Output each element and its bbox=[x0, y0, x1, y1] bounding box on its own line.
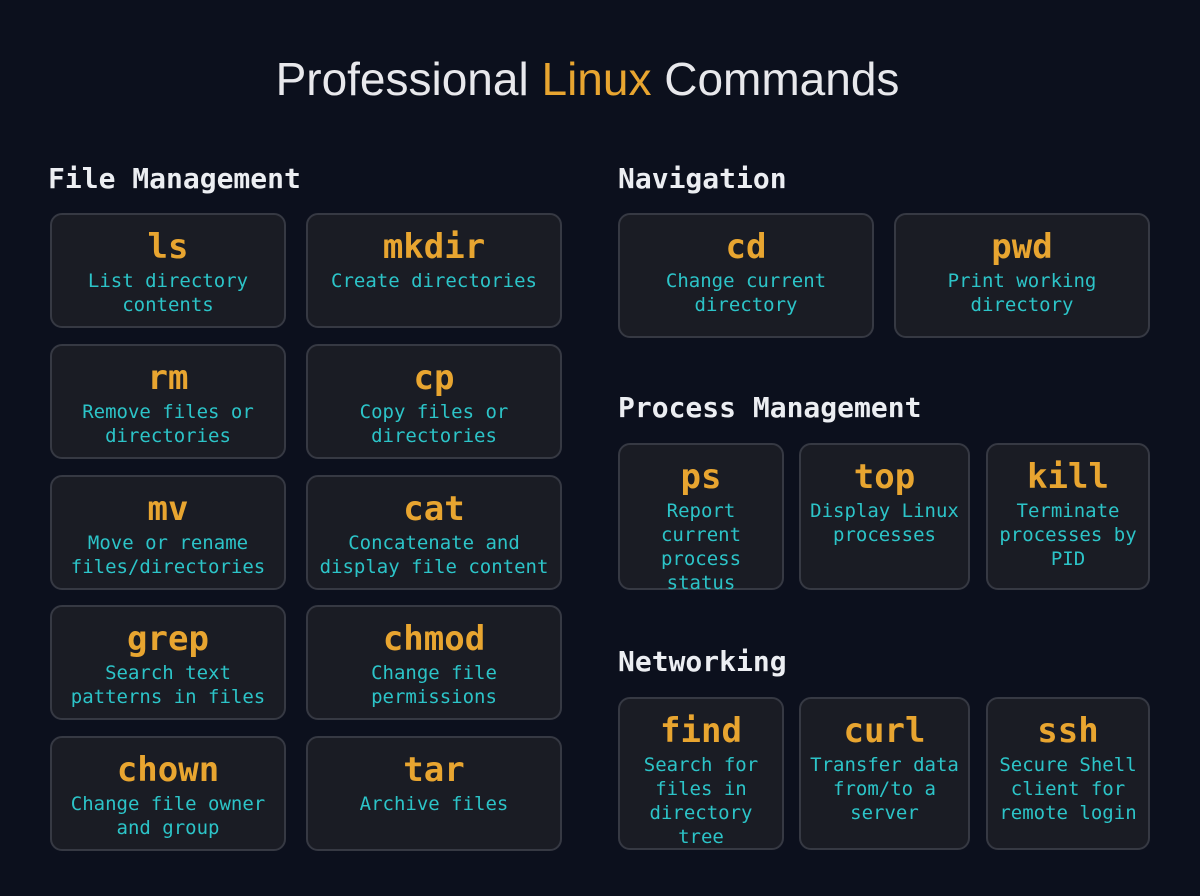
command-name: mv bbox=[147, 489, 189, 529]
command-card: pwd Print working directory bbox=[894, 213, 1150, 338]
command-name: tar bbox=[403, 750, 465, 790]
command-name: kill bbox=[1027, 457, 1109, 497]
command-card: cd Change current directory bbox=[618, 213, 874, 338]
command-card: find Search for files in directory tree bbox=[618, 697, 784, 850]
command-name: grep bbox=[127, 619, 209, 659]
section-heading: File Management bbox=[48, 162, 301, 195]
command-name: top bbox=[853, 457, 916, 497]
command-name: ssh bbox=[1037, 711, 1099, 751]
command-description: Copy files or directories bbox=[359, 401, 509, 447]
command-card: ls List directory contents bbox=[50, 213, 286, 328]
title-accent: Linux bbox=[541, 53, 652, 105]
section-heading: Networking bbox=[618, 645, 787, 678]
title-suffix: Commands bbox=[651, 53, 900, 105]
command-name: ls bbox=[147, 227, 189, 267]
title-prefix: Professional bbox=[275, 53, 542, 105]
command-description: Display Linux processes bbox=[810, 500, 959, 546]
command-name: pwd bbox=[991, 227, 1053, 267]
section-heading: Navigation bbox=[618, 162, 787, 195]
command-name: chmod bbox=[382, 619, 486, 659]
command-description: Search text patterns in files bbox=[70, 662, 266, 708]
command-card: chmod Change file permissions bbox=[306, 605, 562, 720]
command-card: top Display Linux processes bbox=[799, 443, 970, 590]
command-description: Remove files or directories bbox=[82, 401, 254, 447]
command-name: chown bbox=[116, 750, 220, 790]
command-description: Create directories bbox=[331, 270, 537, 292]
command-description: Report current process status bbox=[660, 500, 742, 594]
command-card: mkdir Create directories bbox=[306, 213, 562, 328]
command-card: rm Remove files or directories bbox=[50, 344, 286, 459]
command-description: Terminate processes by PID bbox=[999, 500, 1137, 570]
command-card: kill Terminate processes by PID bbox=[986, 443, 1150, 590]
command-description: Print working directory bbox=[947, 270, 1097, 316]
section-heading: Process Management bbox=[618, 391, 922, 424]
command-card: cp Copy files or directories bbox=[306, 344, 562, 459]
command-name: curl bbox=[843, 711, 926, 751]
command-description: List directory contents bbox=[87, 270, 249, 316]
command-name: rm bbox=[147, 358, 189, 398]
command-name: find bbox=[660, 711, 742, 751]
command-description: Move or rename files/directories bbox=[70, 532, 266, 578]
command-card: chown Change file owner and group bbox=[50, 736, 286, 851]
command-card: cat Concatenate and display file content bbox=[306, 475, 562, 590]
command-name: cd bbox=[725, 227, 767, 267]
command-card: mv Move or rename files/directories bbox=[50, 475, 286, 590]
command-name: cat bbox=[403, 489, 465, 529]
command-card: ps Report current process status bbox=[618, 443, 784, 594]
command-name: mkdir bbox=[382, 227, 486, 267]
page-title: Professional Linux Commands bbox=[0, 52, 1175, 106]
command-description: Search for files in directory tree bbox=[643, 754, 759, 848]
command-name: ps bbox=[680, 457, 722, 497]
command-description: Change file permissions bbox=[371, 662, 497, 708]
command-description: Change file owner and group bbox=[70, 793, 266, 839]
command-description: Archive files bbox=[359, 793, 509, 815]
command-description: Concatenate and display file content bbox=[319, 532, 549, 578]
command-card: tar Archive files bbox=[306, 736, 562, 851]
command-card: curl Transfer data from/to a server bbox=[799, 697, 970, 850]
command-card: ssh Secure Shell client for remote login bbox=[986, 697, 1150, 850]
command-description: Transfer data from/to a server bbox=[810, 754, 959, 824]
command-description: Change current directory bbox=[665, 270, 827, 316]
command-description: Secure Shell client for remote login bbox=[999, 754, 1137, 824]
command-name: cp bbox=[413, 358, 455, 398]
command-card: grep Search text patterns in files bbox=[50, 605, 286, 720]
